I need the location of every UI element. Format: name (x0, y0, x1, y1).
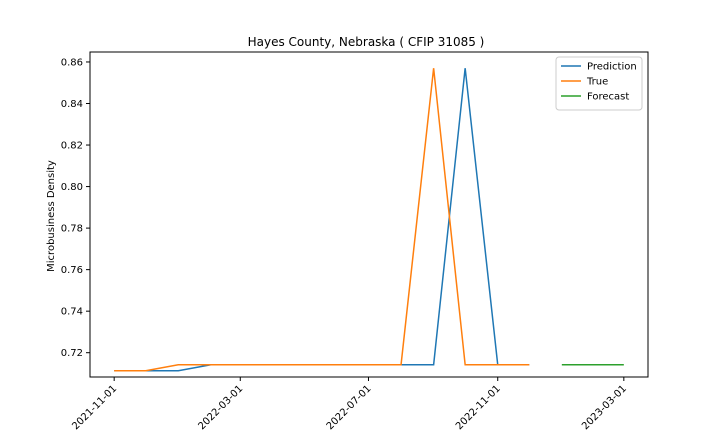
x-tick-label: 2022-11-01 (454, 383, 503, 432)
x-tick-label: 2022-03-01 (197, 383, 246, 432)
y-tick-label: 0.84 (61, 99, 83, 110)
y-axis-ticks: 0.72 0.74 0.76 0.78 0.80 0.82 0.84 0.86 (61, 57, 90, 359)
y-tick-label: 0.86 (61, 57, 83, 68)
y-tick-label: 0.72 (61, 348, 83, 359)
y-tick-label: 0.78 (61, 224, 83, 235)
y-tick-label: 0.76 (61, 265, 83, 276)
x-axis-ticks: 2021-11-01 2022-03-01 2022-07-01 2022-11-01… (70, 377, 629, 432)
y-tick-label: 0.80 (61, 182, 83, 193)
legend: Prediction True Forecast (555, 56, 643, 111)
y-tick-label: 0.82 (61, 141, 83, 152)
x-tick-label: 2023-03-01 (580, 383, 629, 432)
x-tick-label: 2021-11-01 (70, 383, 119, 432)
legend-label-true: True (586, 77, 608, 88)
chart-title: Hayes County, Nebraska ( CFIP 31085 ) (248, 35, 485, 49)
plot-frame (89, 51, 649, 378)
legend-label-prediction: Prediction (587, 62, 637, 73)
y-tick-label: 0.74 (61, 307, 83, 318)
series-line-true (114, 68, 530, 372)
plot-lines (114, 68, 624, 372)
x-tick-label: 2022-07-01 (325, 383, 374, 432)
y-axis-label: Microbusiness Density (46, 160, 57, 272)
series-line-prediction (114, 68, 530, 372)
legend-label-forecast: Forecast (587, 92, 629, 103)
